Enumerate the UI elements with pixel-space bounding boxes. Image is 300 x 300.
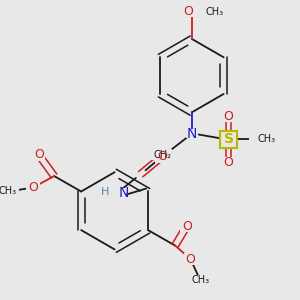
- Text: CH₃: CH₃: [206, 7, 224, 17]
- Text: O: O: [28, 181, 38, 194]
- Bar: [180, 220, 194, 232]
- Bar: [32, 149, 46, 160]
- Text: N: N: [187, 127, 197, 141]
- Bar: [184, 253, 197, 265]
- Text: O: O: [224, 156, 233, 169]
- Text: O: O: [183, 5, 193, 18]
- Text: O: O: [34, 148, 43, 161]
- Text: CH₃: CH₃: [191, 275, 209, 285]
- Text: O: O: [157, 150, 167, 163]
- Text: S: S: [224, 132, 234, 146]
- Bar: [220, 131, 237, 148]
- Bar: [189, 275, 212, 286]
- Bar: [0, 186, 20, 197]
- Bar: [186, 129, 198, 138]
- Bar: [150, 149, 172, 160]
- Text: N: N: [118, 186, 129, 200]
- Bar: [186, 7, 198, 17]
- Bar: [222, 157, 235, 168]
- Text: H: H: [100, 188, 109, 197]
- Bar: [99, 188, 126, 199]
- Bar: [222, 110, 235, 122]
- Text: CH₃: CH₃: [257, 134, 276, 144]
- Text: CH₂: CH₂: [154, 150, 172, 160]
- Bar: [155, 151, 169, 163]
- Bar: [26, 182, 40, 194]
- Text: O: O: [186, 253, 196, 266]
- Text: O: O: [224, 110, 233, 123]
- Text: O: O: [182, 220, 192, 233]
- Bar: [249, 134, 270, 145]
- Text: CH₃: CH₃: [0, 187, 17, 196]
